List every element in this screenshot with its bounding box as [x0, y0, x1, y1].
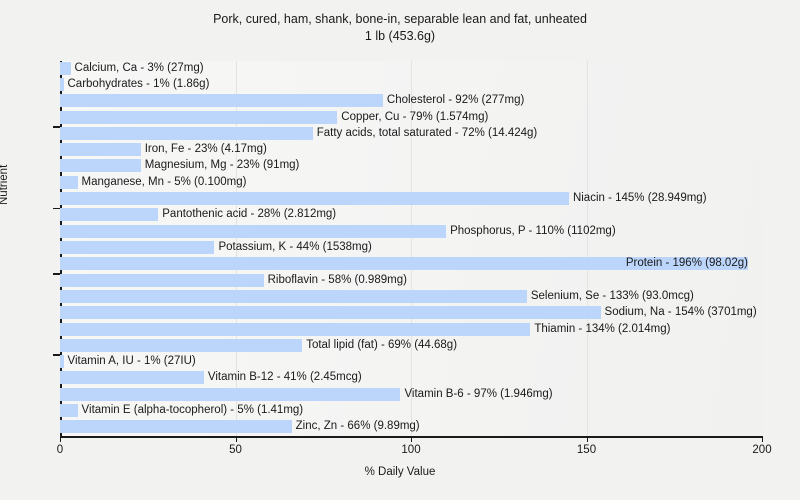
bar[interactable]: [60, 355, 64, 369]
bar-value-label: Carbohydrates - 1% (1.86g): [67, 77, 210, 90]
bar-row[interactable]: Copper, Cu - 79% (1.574mg): [60, 110, 762, 124]
bar-row[interactable]: Total lipid (fat) - 69% (44.68g): [60, 338, 762, 352]
gridline-x-100: [411, 61, 412, 436]
x-tick-100: [411, 436, 413, 442]
bar-row[interactable]: Iron, Fe - 23% (4.17mg): [60, 143, 762, 157]
bar-row[interactable]: Carbohydrates - 1% (1.86g): [60, 77, 762, 91]
bar-row[interactable]: Vitamin B-12 - 41% (2.45mcg): [60, 371, 762, 385]
y-axis-label: Nutrient: [0, 164, 10, 205]
bar[interactable]: [60, 289, 527, 303]
bar-row[interactable]: Vitamin E (alpha-tocopherol) - 5% (1.41m…: [60, 404, 762, 418]
bar[interactable]: [60, 159, 141, 173]
bar-row[interactable]: Calcium, Ca - 3% (27mg): [60, 61, 762, 75]
bar-value-label: Niacin - 145% (28.949mg): [572, 192, 707, 205]
bar[interactable]: [60, 77, 64, 91]
bar-row[interactable]: Fatty acids, total saturated - 72% (14.4…: [60, 126, 762, 140]
bar-row[interactable]: Zinc, Zn - 66% (9.89mg): [60, 420, 762, 434]
bar[interactable]: [60, 126, 313, 140]
bar-value-label: Iron, Fe - 23% (4.17mg): [144, 143, 267, 156]
bar[interactable]: [60, 273, 264, 287]
bar-value-label: Copper, Cu - 79% (1.574mg): [341, 110, 489, 123]
bar-row[interactable]: Riboflavin - 58% (0.989mg): [60, 273, 762, 287]
bar[interactable]: [60, 338, 303, 352]
bar[interactable]: [60, 257, 748, 271]
bar-value-label: Zinc, Zn - 66% (9.89mg): [295, 420, 420, 433]
bar-value-label: Cholesterol - 92% (277mg): [386, 94, 525, 107]
gridline-x-150: [586, 61, 588, 436]
x-tick-label-100: 100: [401, 444, 421, 456]
bar-row[interactable]: Phosphorus, P - 110% (1102mg): [60, 224, 762, 238]
bar-row[interactable]: Vitamin A, IU - 1% (27IU): [60, 355, 762, 369]
x-tick-50: [235, 436, 237, 442]
bar[interactable]: [60, 387, 401, 401]
x-tick-0: [60, 436, 62, 442]
bar-value-label: Phosphorus, P - 110% (1102mg): [450, 224, 616, 237]
bar[interactable]: [60, 224, 447, 238]
bar[interactable]: [60, 110, 338, 124]
bar-row[interactable]: Sodium, Na - 154% (3701mg): [60, 306, 762, 320]
bar-value-label: Protein - 196% (98.02g): [625, 257, 748, 270]
bar[interactable]: [60, 143, 141, 157]
bar[interactable]: [60, 322, 531, 336]
x-axis-label: % Daily Value: [364, 466, 436, 478]
x-tick-150: [586, 436, 588, 442]
x-tick-label-0: 0: [56, 444, 64, 456]
chart-title: Pork, cured, ham, shank, bone-in, separa…: [0, 11, 800, 45]
bar-value-label: Vitamin A, IU - 1% (27IU): [67, 355, 196, 368]
bar[interactable]: [60, 94, 383, 108]
bar-value-label: Pantothenic acid - 28% (2.812mg): [162, 208, 337, 221]
bar[interactable]: [60, 306, 601, 320]
bar[interactable]: [60, 208, 159, 222]
bar[interactable]: [60, 241, 215, 254]
bar-value-label: Calcium, Ca - 3% (27mg): [74, 61, 204, 74]
bar-value-label: Thiamin - 134% (2.014mg): [534, 322, 671, 335]
bar-row[interactable]: Vitamin B-6 - 97% (1.946mg): [60, 387, 762, 401]
bar-value-label: Magnesium, Mg - 23% (91mg): [144, 159, 300, 172]
bar-value-label: Sodium, Na - 154% (3701mg): [604, 306, 757, 319]
bar-row[interactable]: Selenium, Se - 133% (93.0mcg): [60, 289, 762, 303]
bar[interactable]: [60, 175, 78, 189]
bar-value-label: Manganese, Mn - 5% (0.100mg): [81, 175, 247, 188]
bar-value-label: Fatty acids, total saturated - 72% (14.4…: [316, 126, 538, 139]
bar-row[interactable]: Cholesterol - 92% (277mg): [60, 94, 762, 108]
bar-row[interactable]: Niacin - 145% (28.949mg): [60, 192, 762, 206]
bar-row[interactable]: Pantothenic acid - 28% (2.812mg): [60, 208, 762, 222]
bar[interactable]: [60, 192, 569, 206]
gridline-x-50: [235, 61, 237, 436]
bar-row[interactable]: Thiamin - 134% (2.014mg): [60, 322, 762, 336]
y-tick: [53, 272, 60, 275]
y-tick: [53, 354, 60, 357]
x-tick-200: [762, 436, 764, 442]
chart-subtitle: 1 lb (453.6g): [364, 29, 436, 43]
bar[interactable]: [60, 420, 292, 434]
bar-row[interactable]: Manganese, Mn - 5% (0.100mg): [60, 175, 762, 189]
x-tick-label-150: 150: [576, 444, 597, 456]
bar-value-label: Riboflavin - 58% (0.989mg): [267, 273, 407, 286]
bar[interactable]: [60, 371, 204, 385]
bar-value-label: Vitamin E (alpha-tocopherol) - 5% (1.41m…: [81, 404, 304, 417]
bar[interactable]: [60, 404, 78, 418]
y-tick: [53, 126, 60, 128]
x-tick-label-200: 200: [752, 444, 772, 456]
bar-row[interactable]: Magnesium, Mg - 23% (91mg): [60, 159, 762, 173]
bar-value-label: Total lipid (fat) - 69% (44.68g): [306, 338, 458, 351]
bar-row[interactable]: Potassium, K - 44% (1538mg): [60, 241, 762, 254]
bar[interactable]: [60, 61, 71, 75]
x-tick-label-50: 50: [229, 444, 242, 456]
bar-value-label: Potassium, K - 44% (1538mg): [218, 241, 372, 253]
bar-value-label: Selenium, Se - 133% (93.0mcg): [530, 289, 694, 302]
chart-title-main: Pork, cured, ham, shank, bone-in, separa…: [213, 12, 587, 26]
bar-row[interactable]: Protein - 196% (98.02g): [60, 257, 762, 271]
y-tick: [53, 207, 60, 210]
bar-value-label: Vitamin B-12 - 41% (2.45mcg): [207, 371, 362, 384]
bar-value-label: Vitamin B-6 - 97% (1.946mg): [404, 387, 553, 400]
